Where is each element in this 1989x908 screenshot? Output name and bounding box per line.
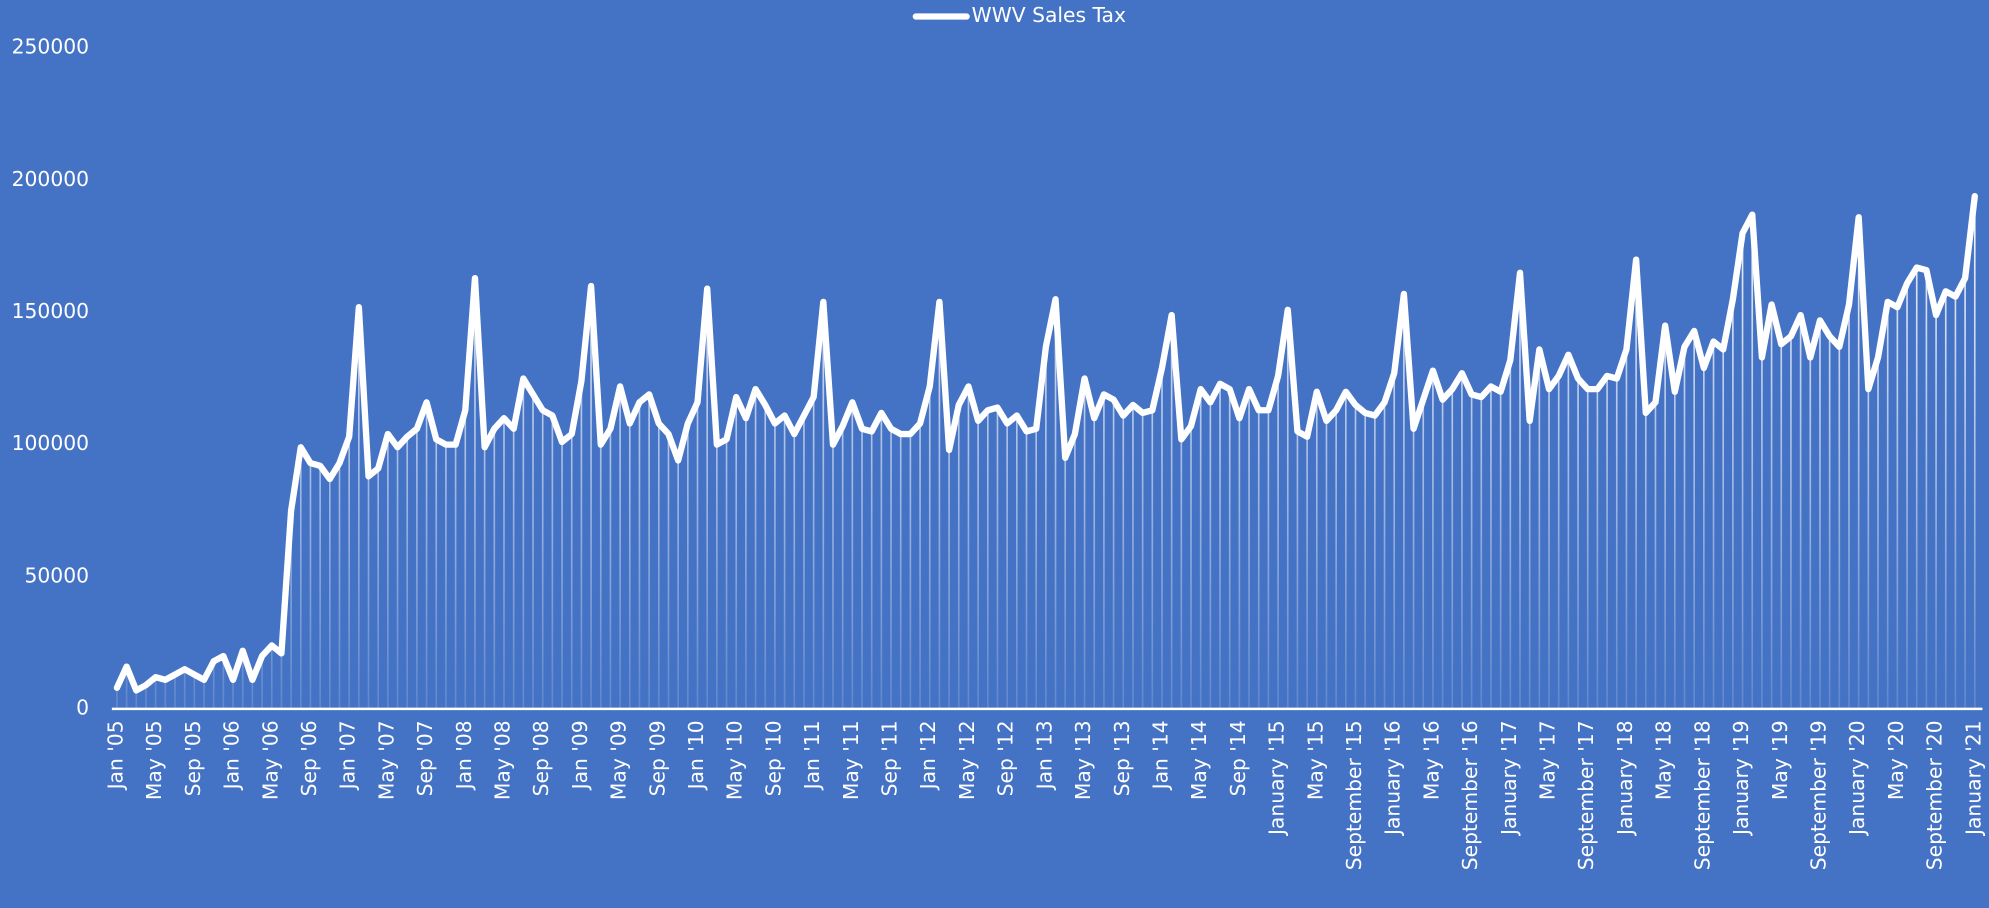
x-tick-label: May '20 — [1884, 720, 1908, 800]
x-tick-label: May '13 — [1071, 720, 1095, 800]
y-tick-label: 150000 — [12, 299, 89, 323]
x-tick-label: Jan '09 — [568, 720, 592, 791]
x-tick-label: Jan '12 — [916, 720, 940, 791]
x-tick-label: May '16 — [1419, 720, 1443, 800]
x-tick-label: May '09 — [607, 720, 631, 800]
x-tick-label: May '08 — [490, 720, 514, 800]
x-tick-label: Jan '14 — [1148, 720, 1172, 791]
x-tick-label: January '18 — [1613, 720, 1637, 837]
y-tick-label: 250000 — [12, 35, 89, 59]
y-tick-label: 100000 — [12, 431, 89, 455]
x-tick-label: January '16 — [1381, 720, 1405, 837]
x-tick-label: Sep '12 — [994, 720, 1018, 796]
x-tick-label: September '18 — [1690, 720, 1714, 870]
x-tick-label: May '11 — [839, 720, 863, 800]
x-tick-label: January '21 — [1961, 720, 1985, 837]
x-tick-label: May '05 — [142, 720, 166, 800]
x-tick-label: May '14 — [1187, 720, 1211, 800]
data-line — [113, 193, 1978, 694]
x-tick-label: Jan '08 — [452, 720, 476, 791]
x-tick-label: Sep '05 — [181, 720, 205, 796]
y-tick-label: 0 — [76, 695, 89, 719]
x-tick-label: Sep '09 — [645, 720, 669, 796]
y-tick-label: 50000 — [25, 563, 90, 587]
x-tick-label: January '15 — [1265, 720, 1289, 837]
x-tick-label: Sep '06 — [297, 720, 321, 796]
x-tick-label: May '12 — [955, 720, 979, 800]
x-tick-label: September '20 — [1923, 720, 1947, 870]
x-tick-label: September '19 — [1806, 720, 1830, 870]
x-tick-label: Jan '06 — [220, 720, 244, 791]
x-tick-label: May '18 — [1652, 720, 1676, 800]
x-tick-label: May '19 — [1768, 720, 1792, 800]
x-tick-label: September '15 — [1342, 720, 1366, 870]
x-tick-label: May '10 — [723, 720, 747, 800]
x-tick-label: September '17 — [1574, 720, 1598, 870]
x-tick-label: May '07 — [374, 720, 398, 800]
x-tick-label: Jan '13 — [1032, 720, 1056, 791]
x-tick-label: Sep '07 — [413, 720, 437, 796]
x-tick-label: January '20 — [1845, 720, 1869, 837]
x-tick-label: January '17 — [1497, 720, 1521, 837]
x-tick-label: September '16 — [1458, 720, 1482, 870]
x-tick-label: May '17 — [1536, 720, 1560, 800]
y-tick-label: 200000 — [12, 167, 89, 191]
x-tick-label: Sep '13 — [1110, 720, 1134, 796]
x-tick-label: Jan '11 — [800, 720, 824, 791]
x-tick-label: Jan '10 — [684, 720, 708, 791]
legend-label: WWV Sales Tax — [972, 3, 1126, 27]
x-tick-label: Sep '14 — [1226, 720, 1250, 796]
x-tick-label: May '15 — [1303, 720, 1327, 800]
x-tick-label: Jan '05 — [103, 720, 127, 791]
x-tick-label: Jan '07 — [336, 720, 360, 791]
x-tick-label: Sep '08 — [529, 720, 553, 796]
x-tick-label: Sep '10 — [761, 720, 785, 796]
x-tick-label: Sep '11 — [878, 720, 902, 796]
x-tick-label: January '19 — [1729, 720, 1753, 837]
x-tick-label: May '06 — [258, 720, 282, 800]
